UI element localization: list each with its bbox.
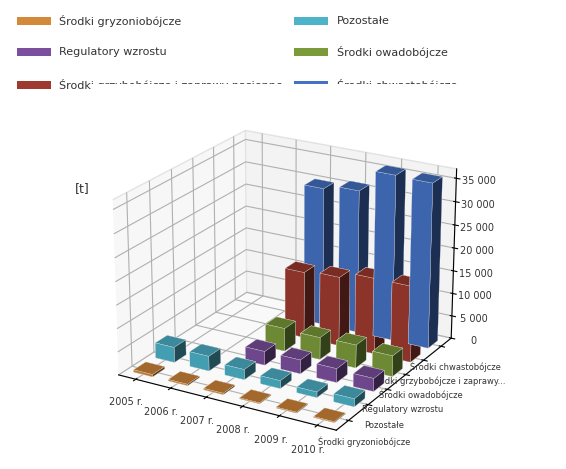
FancyBboxPatch shape [294, 17, 328, 25]
FancyBboxPatch shape [17, 48, 51, 56]
FancyBboxPatch shape [17, 81, 51, 89]
FancyBboxPatch shape [294, 48, 328, 56]
FancyBboxPatch shape [294, 81, 328, 89]
Text: Regulatory wzrostu: Regulatory wzrostu [59, 46, 167, 57]
FancyBboxPatch shape [17, 17, 51, 25]
Text: Środki grzybobójcze i zaprawy nasienne: Środki grzybobójcze i zaprawy nasienne [59, 79, 283, 91]
Text: Środki gryzoniobójcze: Środki gryzoniobójcze [59, 15, 182, 27]
Text: Pozostałe: Pozostałe [337, 15, 389, 26]
Text: Środki owadobójcze: Środki owadobójcze [337, 45, 448, 58]
Text: [t]: [t] [75, 182, 90, 195]
Text: Środki chwastobójcze: Środki chwastobójcze [337, 79, 457, 91]
